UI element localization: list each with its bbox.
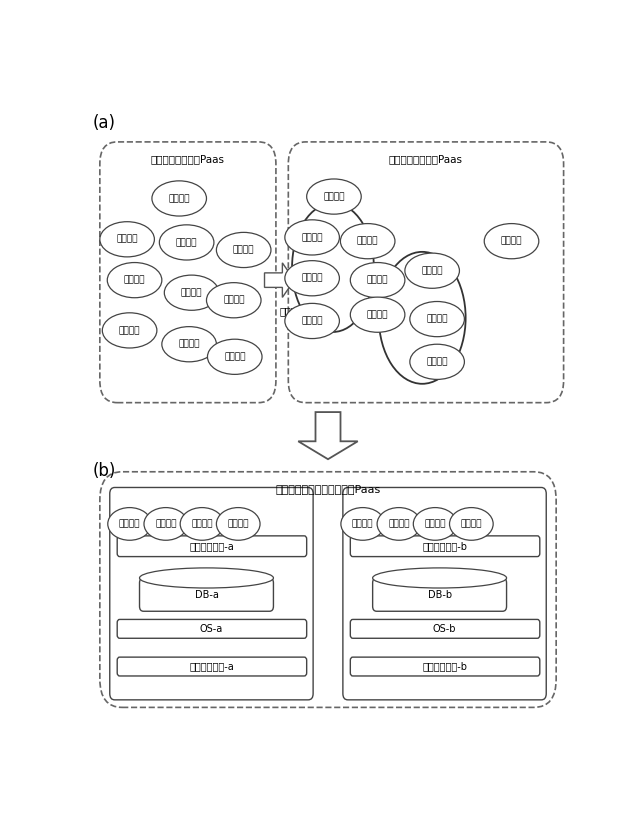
Ellipse shape: [159, 225, 214, 260]
Text: テナント: テナント: [388, 520, 410, 529]
FancyBboxPatch shape: [350, 536, 540, 557]
Ellipse shape: [180, 508, 224, 540]
Ellipse shape: [484, 224, 539, 259]
Ellipse shape: [152, 181, 207, 216]
Text: ハードウェア-a: ハードウェア-a: [189, 662, 234, 672]
Ellipse shape: [162, 326, 216, 361]
Text: テナント: テナント: [119, 520, 140, 529]
Text: テナント: テナント: [168, 194, 190, 203]
FancyBboxPatch shape: [110, 487, 313, 700]
Text: テナント: テナント: [223, 295, 244, 304]
Ellipse shape: [108, 263, 162, 298]
Ellipse shape: [216, 233, 271, 268]
Text: テナント: テナント: [301, 317, 323, 326]
Ellipse shape: [100, 222, 154, 257]
Ellipse shape: [350, 263, 405, 298]
Text: テナント: テナント: [426, 357, 448, 366]
Text: テナント: テナント: [424, 520, 446, 529]
FancyBboxPatch shape: [117, 619, 307, 638]
FancyBboxPatch shape: [372, 578, 507, 611]
Text: テナント: テナント: [116, 235, 138, 244]
Text: (b): (b): [92, 463, 116, 481]
Text: テナント: テナント: [357, 237, 378, 246]
Text: OS-a: OS-a: [200, 624, 223, 634]
Ellipse shape: [164, 275, 219, 310]
Text: テナント: テナント: [233, 246, 255, 255]
FancyBboxPatch shape: [117, 657, 307, 676]
Text: テナント: テナント: [367, 276, 388, 285]
Text: 仮想化ネイティブPaas: 仮想化ネイティブPaas: [389, 154, 463, 165]
Ellipse shape: [410, 344, 465, 379]
Ellipse shape: [350, 297, 405, 332]
Ellipse shape: [372, 568, 507, 588]
Text: テナント: テナント: [224, 353, 246, 361]
Text: テナント: テナント: [323, 192, 345, 201]
FancyBboxPatch shape: [288, 142, 564, 402]
Text: ハードウェア-b: ハードウェア-b: [422, 662, 467, 672]
Text: テナント: テナント: [461, 520, 482, 529]
Text: テナント: テナント: [179, 339, 200, 348]
Text: テナント: テナント: [301, 273, 323, 283]
Ellipse shape: [140, 568, 273, 588]
Ellipse shape: [307, 179, 361, 214]
Polygon shape: [264, 263, 294, 297]
Text: テナント: テナント: [119, 326, 140, 335]
Text: (a): (a): [92, 113, 115, 131]
FancyBboxPatch shape: [140, 578, 273, 611]
Text: 仮想化ネイティブPaas: 仮想化ネイティブPaas: [151, 154, 225, 165]
Ellipse shape: [285, 260, 339, 296]
Text: テナント: テナント: [352, 520, 374, 529]
Text: テナント: テナント: [181, 288, 202, 297]
Text: テナント: テナント: [367, 310, 388, 319]
Text: DB-a: DB-a: [195, 590, 218, 600]
Ellipse shape: [449, 508, 493, 540]
Text: OS-b: OS-b: [433, 624, 456, 634]
Ellipse shape: [341, 508, 385, 540]
Ellipse shape: [207, 339, 262, 375]
Text: テナント: テナント: [421, 266, 443, 275]
Ellipse shape: [144, 508, 188, 540]
FancyBboxPatch shape: [117, 536, 307, 557]
Text: テナント: テナント: [191, 520, 212, 529]
Text: テナント: テナント: [155, 520, 177, 529]
Text: テナント: テナント: [301, 233, 323, 242]
Ellipse shape: [405, 253, 460, 288]
Text: ミドルウェア-a: ミドルウェア-a: [189, 541, 234, 552]
Text: テナント: テナント: [176, 238, 197, 247]
Ellipse shape: [285, 220, 339, 255]
Ellipse shape: [102, 313, 157, 348]
FancyBboxPatch shape: [343, 487, 547, 700]
Polygon shape: [298, 412, 358, 459]
Text: テナント: テナント: [500, 237, 522, 246]
Text: テナント: テナント: [426, 315, 448, 324]
FancyBboxPatch shape: [100, 142, 276, 402]
FancyBboxPatch shape: [350, 657, 540, 676]
Ellipse shape: [410, 301, 465, 337]
Ellipse shape: [108, 508, 152, 540]
Ellipse shape: [413, 508, 457, 540]
Ellipse shape: [285, 304, 339, 339]
FancyBboxPatch shape: [350, 619, 540, 638]
Text: テナント: テナント: [227, 520, 249, 529]
FancyBboxPatch shape: [100, 472, 556, 707]
Ellipse shape: [216, 508, 260, 540]
Text: マルチテナントネイティブPaas: マルチテナントネイティブPaas: [275, 485, 381, 494]
Text: DB-b: DB-b: [428, 590, 452, 600]
Text: グルーピング: グルーピング: [280, 307, 315, 317]
Ellipse shape: [207, 282, 261, 317]
Ellipse shape: [377, 508, 420, 540]
Text: テナント: テナント: [124, 276, 145, 285]
Ellipse shape: [340, 224, 395, 259]
Text: ミドルウェア-b: ミドルウェア-b: [422, 541, 467, 552]
